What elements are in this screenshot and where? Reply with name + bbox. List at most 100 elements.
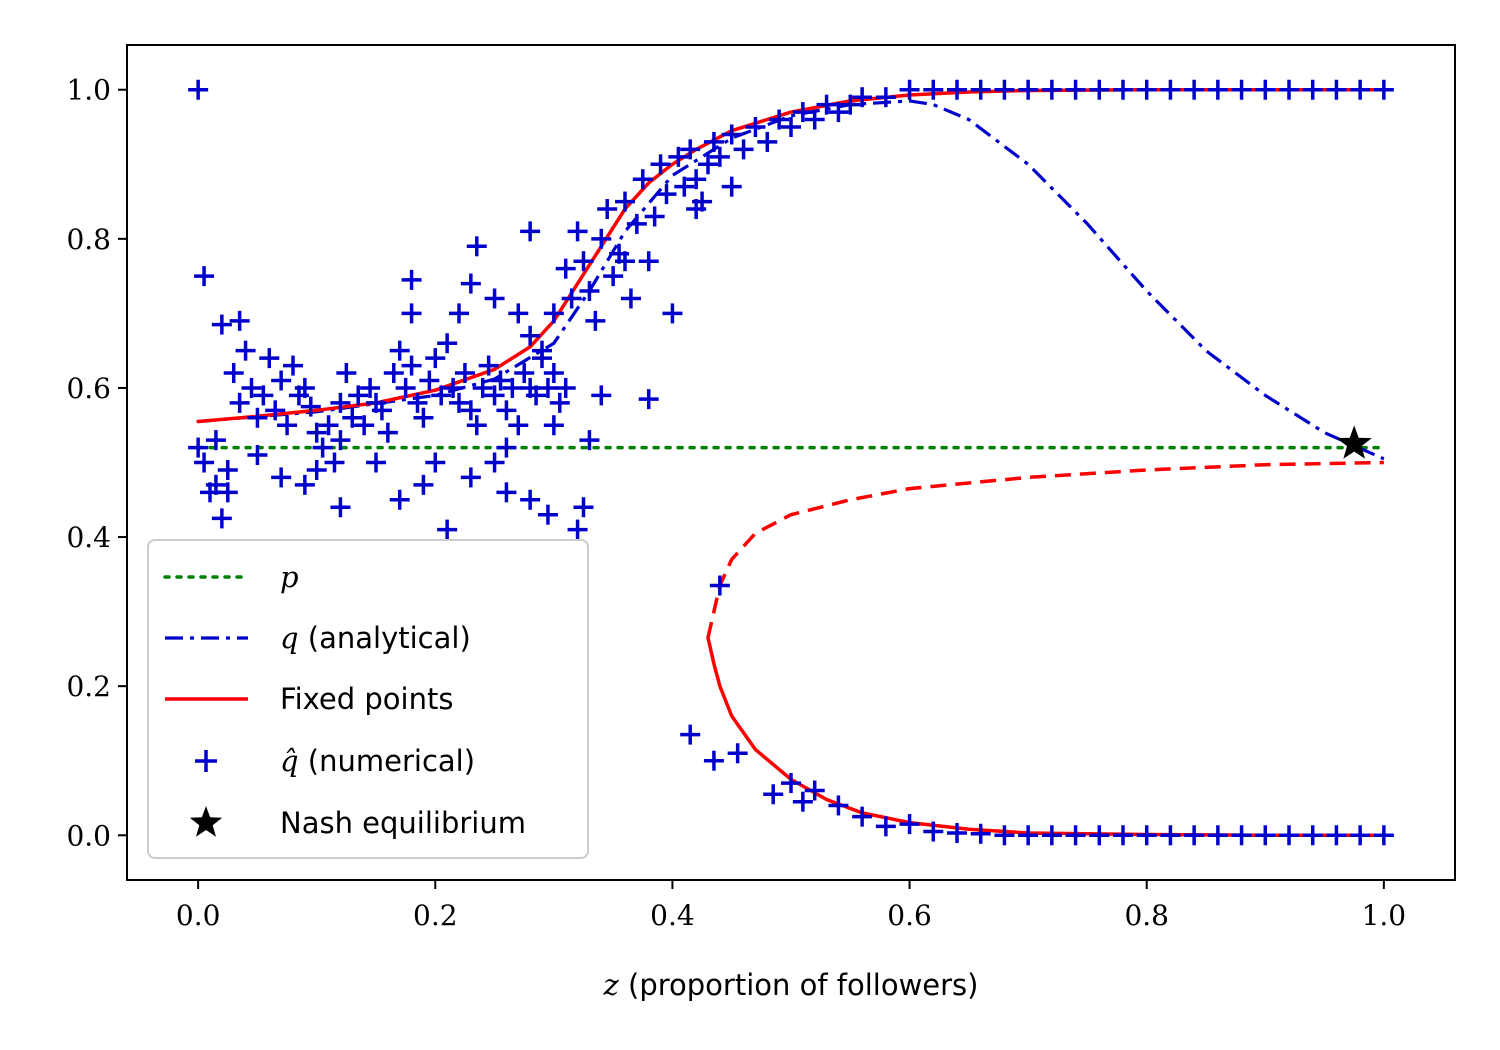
scatter-point: [1302, 825, 1323, 846]
scatter-point: [703, 131, 724, 152]
scatter-point: [324, 452, 345, 473]
legend-label: q̂ (numerical): [280, 744, 475, 778]
scatter-point: [644, 206, 665, 227]
scatter-point: [265, 400, 286, 421]
scatter-point: [597, 199, 618, 220]
scatter-point: [549, 392, 570, 413]
scatter-point: [1207, 825, 1228, 846]
scatter-point: [253, 385, 274, 406]
scatter-point: [537, 504, 558, 525]
scatter-point: [1113, 79, 1133, 100]
scatter-point: [520, 221, 541, 242]
scatter-point: [650, 154, 671, 175]
scatter-point: [294, 474, 315, 495]
scatter-point: [514, 363, 535, 384]
scatter-point: [769, 109, 790, 130]
y-tick-label: 0.2: [66, 670, 111, 703]
scatter-point: [792, 102, 813, 123]
scatter-point: [1041, 79, 1062, 100]
plot-frame: [126, 44, 1456, 881]
scatter-point: [294, 377, 315, 398]
scatter-point: [401, 269, 422, 290]
scatter-point: [1136, 79, 1157, 100]
scatter-point: [674, 176, 695, 197]
x-tick-label: 0.0: [176, 899, 221, 932]
scatter-point: [709, 575, 730, 596]
scatter-point: [312, 437, 333, 458]
scatter-point: [371, 400, 392, 421]
scatter-point: [443, 377, 464, 398]
scatter-point: [1326, 825, 1347, 846]
scatter-point: [484, 385, 505, 406]
scatter-point: [573, 497, 594, 518]
scatter-point: [377, 422, 398, 443]
scatter-point: [733, 139, 754, 160]
scatter-point: [1350, 825, 1371, 846]
scatter-point: [899, 814, 920, 835]
scatter-point: [478, 355, 499, 376]
scatter-point: [1065, 825, 1086, 846]
scatter-point: [496, 437, 517, 458]
scatter-point: [709, 146, 730, 167]
scatter-point: [336, 363, 357, 384]
scatter-point: [686, 169, 707, 190]
legend-item-nash: Nash equilibrium: [189, 806, 526, 840]
scatter-point: [211, 314, 232, 335]
scatter-point: [271, 467, 292, 488]
fixed-points-unstable-line: [706, 460, 1384, 639]
scatter-point: [348, 385, 369, 406]
scatter-point: [781, 117, 801, 138]
scatter-point: [703, 750, 724, 771]
legend-label: Nash equilibrium: [280, 806, 526, 840]
scatter-point: [1160, 825, 1181, 846]
scatter-point: [852, 806, 873, 827]
scatter-point: [1089, 79, 1110, 100]
scatter-point: [460, 400, 481, 421]
scatter-point: [555, 377, 576, 398]
scatter-point: [277, 415, 298, 436]
scatter-point: [543, 363, 564, 384]
scatter-point: [603, 266, 624, 287]
scatter-point: [259, 348, 280, 369]
legend-label-symbol: q: [280, 621, 299, 655]
scatter-point: [460, 467, 481, 488]
y-tick-label: 0.4: [66, 521, 111, 554]
scatter-point: [1326, 79, 1347, 100]
scatter-point: [283, 355, 303, 376]
scatter-point: [330, 392, 351, 413]
x-tick-label: 0.2: [413, 899, 458, 932]
scatter-point: [1255, 79, 1276, 100]
scatter-point: [401, 355, 422, 376]
scatter-point: [745, 117, 766, 138]
scatter-point: [194, 266, 215, 287]
scatter-point: [437, 333, 458, 354]
scatter-point: [615, 191, 635, 212]
scatter-point: [899, 79, 920, 100]
scatter-point: [721, 124, 742, 145]
scatter-point: [520, 325, 541, 346]
scatter-point: [656, 184, 677, 205]
scatter-point: [1041, 825, 1062, 846]
scatter-point: [585, 310, 606, 331]
scatter-point: [401, 303, 422, 324]
legend-label-text: Fixed points: [280, 682, 453, 716]
scatter-point: [318, 415, 339, 436]
scatter-point: [300, 396, 321, 417]
scatter-point: [1160, 79, 1181, 100]
scatter-point: [407, 392, 428, 413]
scatter-point: [591, 228, 612, 249]
scatter-point: [1113, 825, 1133, 846]
scatter-point: [395, 377, 416, 398]
legend-label-symbol: p: [280, 560, 299, 594]
scatter-point: [970, 79, 991, 100]
scatter-point: [342, 407, 363, 428]
scatter-point: [1184, 79, 1205, 100]
scatter-point: [223, 363, 244, 384]
scatter-point: [615, 251, 635, 272]
legend-item-fixed: Fixed points: [165, 682, 453, 716]
scatter-point: [668, 146, 689, 167]
scatter-point: [567, 519, 588, 540]
x-axis-label: z (proportion of followers): [603, 968, 979, 1002]
scatter-point: [561, 288, 582, 309]
